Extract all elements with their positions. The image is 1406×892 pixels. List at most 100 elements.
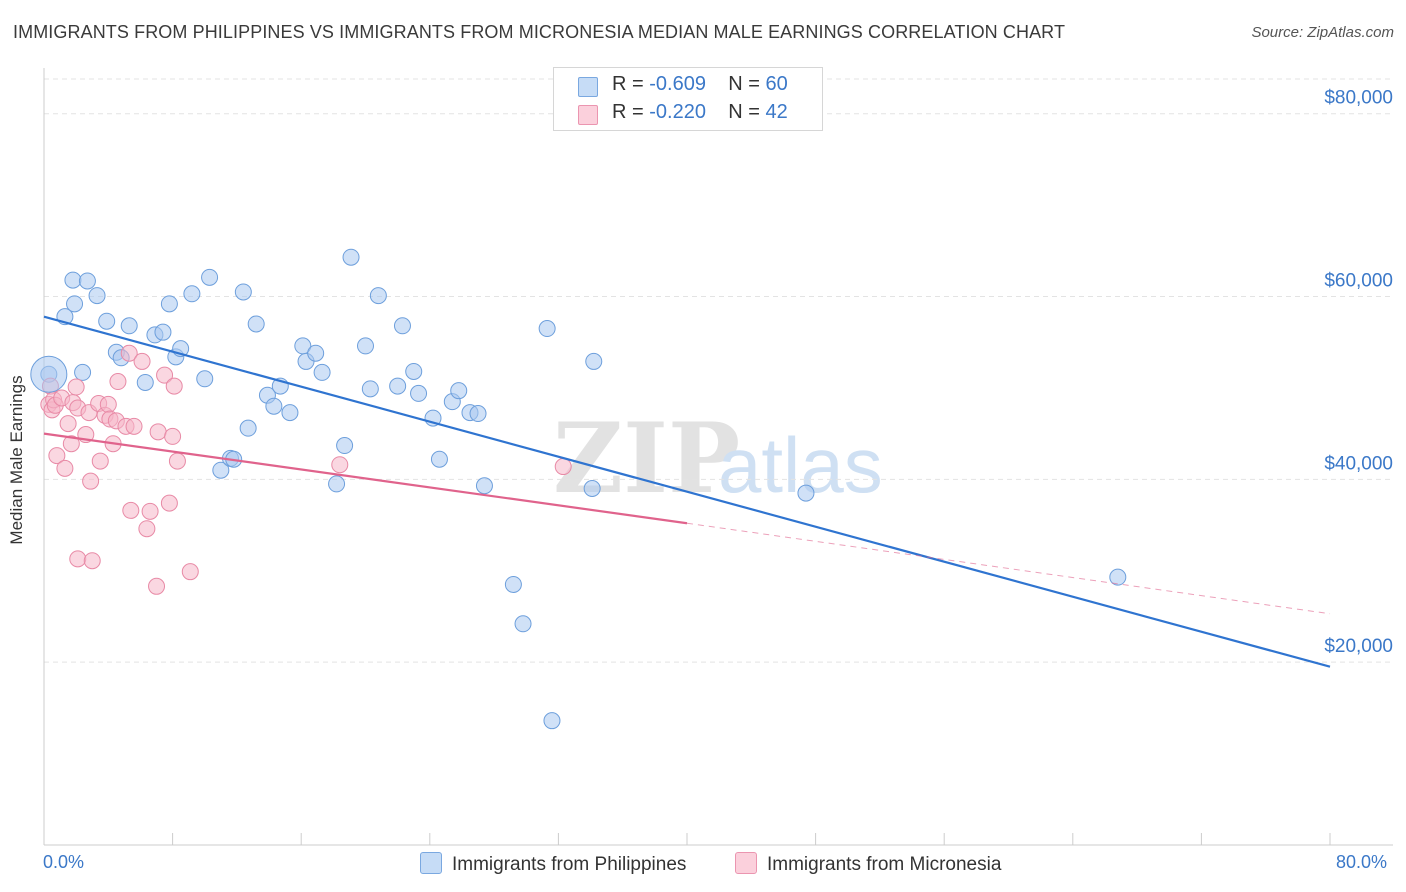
bottom-legend-swatch-philippines <box>420 852 442 874</box>
point-micronesia <box>554 458 572 476</box>
point-philippines <box>543 712 561 730</box>
point-micronesia <box>109 373 127 391</box>
correlation-legend: R = -0.609 N = 60 R = -0.220 N = 42 <box>553 67 823 131</box>
point-micronesia <box>99 395 117 413</box>
y-tick-label: $80,000 <box>1324 88 1393 109</box>
point-philippines <box>410 384 428 402</box>
point-philippines <box>201 268 219 286</box>
trend-line-philippines <box>43 315 1331 668</box>
point-micronesia <box>149 423 167 441</box>
point-micronesia <box>82 472 100 490</box>
legend-n-value: 42 <box>765 101 788 123</box>
legend-swatch-philippines <box>578 77 598 97</box>
point-micronesia <box>59 415 77 433</box>
point-micronesia <box>165 377 183 395</box>
legend-n-label: N = <box>728 101 760 123</box>
legend-r-value: -0.220 <box>649 101 706 123</box>
point-micronesia <box>156 366 174 384</box>
point-philippines <box>88 287 106 305</box>
point-micronesia <box>48 447 66 465</box>
point-philippines <box>342 248 360 266</box>
point-micronesia <box>69 550 87 568</box>
point-philippines <box>247 315 265 333</box>
point-philippines <box>328 475 346 493</box>
point-philippines <box>160 295 178 313</box>
point-philippines <box>234 283 252 301</box>
point-philippines <box>393 317 411 335</box>
bottom-legend-label-philippines: Immigrants from Philippines <box>452 854 687 875</box>
point-philippines <box>369 287 387 305</box>
bottom-legend-philippines: Immigrants from Philippines <box>420 852 686 878</box>
point-philippines <box>475 477 493 495</box>
y-tick-label: $40,000 <box>1324 453 1393 474</box>
point-micronesia <box>91 452 109 470</box>
point-philippines <box>307 344 325 362</box>
point-philippines-large <box>30 355 68 393</box>
point-micronesia <box>120 344 138 362</box>
point-micronesia <box>148 577 166 595</box>
point-philippines <box>797 484 815 502</box>
point-micronesia <box>164 427 182 445</box>
point-micronesia <box>160 494 178 512</box>
point-philippines <box>585 352 603 370</box>
point-philippines <box>136 373 154 391</box>
point-philippines <box>265 397 283 415</box>
point-philippines <box>357 337 374 355</box>
trend-line-micronesia <box>43 432 688 525</box>
point-philippines <box>336 437 354 455</box>
x-tick-label-min: 0.0% <box>43 852 85 872</box>
point-micronesia <box>168 452 186 470</box>
point-philippines <box>78 272 96 290</box>
point-philippines <box>154 323 172 341</box>
point-philippines <box>98 312 116 330</box>
watermark-zip: ZIP <box>553 402 740 515</box>
legend-n-label: N = <box>728 73 760 95</box>
y-tick-label: $20,000 <box>1324 636 1393 657</box>
trend-extension-micronesia <box>686 522 1331 615</box>
point-micronesia <box>125 417 143 435</box>
point-micronesia <box>331 456 349 474</box>
point-philippines <box>405 362 423 380</box>
point-philippines <box>389 377 407 395</box>
legend-r-label: R = <box>612 73 644 95</box>
legend-swatch-micronesia <box>578 105 598 125</box>
point-micronesia <box>62 435 80 453</box>
point-micronesia <box>67 378 85 396</box>
bottom-legend-micronesia: Immigrants from Micronesia <box>735 852 1001 878</box>
chart-title: IMMIGRANTS FROM PHILIPPINES VS IMMIGRANT… <box>13 22 1066 42</box>
point-philippines <box>313 363 331 381</box>
point-philippines <box>64 271 82 289</box>
point-philippines <box>74 363 92 381</box>
point-philippines <box>504 575 522 593</box>
point-micronesia <box>181 563 199 581</box>
legend-r-value: -0.609 <box>649 73 706 95</box>
point-philippines <box>66 295 84 313</box>
point-micronesia <box>133 352 151 370</box>
point-philippines <box>430 450 448 468</box>
point-philippines <box>1109 568 1127 586</box>
legend-r-label: R = <box>612 101 644 123</box>
point-philippines <box>120 317 138 335</box>
x-tick-label-max: 80.0% <box>1336 852 1388 872</box>
point-philippines <box>212 461 230 479</box>
point-micronesia <box>122 501 140 519</box>
bottom-legend-swatch-micronesia <box>735 852 757 874</box>
bottom-legend-label-micronesia: Immigrants from Micronesia <box>767 854 1002 875</box>
y-axis-label: Median Male Earnings <box>7 375 26 545</box>
source-label: Source: ZipAtlas.com <box>1251 24 1394 41</box>
point-philippines <box>538 320 556 338</box>
point-philippines <box>361 380 379 398</box>
y-tick-label: $60,000 <box>1324 271 1393 292</box>
point-micronesia <box>138 520 156 538</box>
point-micronesia <box>141 502 159 520</box>
point-philippines <box>183 285 201 303</box>
point-micronesia <box>83 552 101 570</box>
point-philippines <box>281 404 299 422</box>
point-philippines <box>239 419 257 437</box>
point-philippines <box>196 370 214 388</box>
point-philippines <box>514 615 532 633</box>
point-philippines <box>450 382 468 400</box>
point-philippines <box>469 405 487 423</box>
legend-n-value: 60 <box>765 73 788 95</box>
